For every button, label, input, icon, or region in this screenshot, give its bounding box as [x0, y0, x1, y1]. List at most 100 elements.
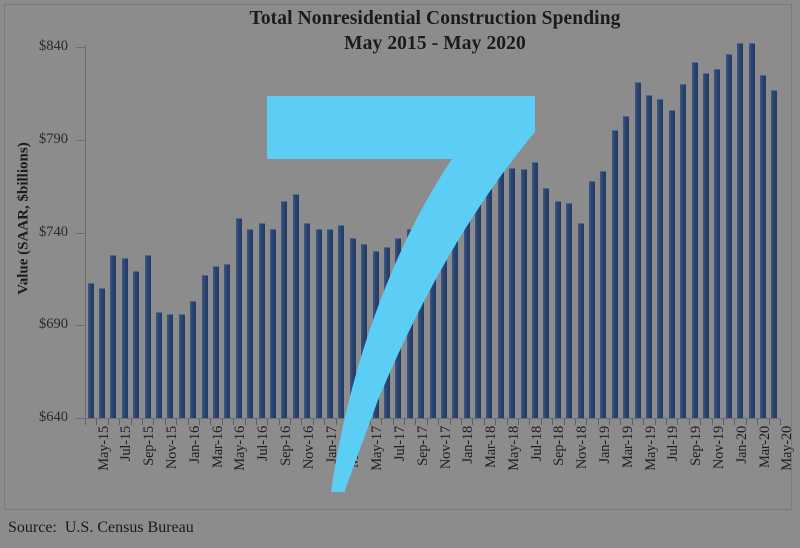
x-axis-tick [244, 419, 246, 425]
x-axis-tick [381, 419, 383, 425]
bar [144, 254, 151, 418]
y-axis-tick [76, 418, 85, 419]
x-axis-tick [654, 419, 656, 425]
x-axis-tick-label: Jan-20 [733, 426, 750, 464]
bar [269, 228, 276, 418]
x-axis-tick [517, 419, 519, 425]
bar [99, 288, 106, 418]
bar [418, 219, 425, 418]
x-axis-tick-label: Sep-16 [277, 426, 294, 466]
y-axis-tick [76, 325, 85, 327]
x-axis-tick [404, 419, 406, 425]
x-axis-tick [563, 419, 565, 425]
x-axis-tick [164, 419, 166, 425]
x-axis-tick [85, 419, 86, 425]
x-axis-tick-label: Jul-18 [528, 426, 545, 462]
x-axis-tick [324, 419, 326, 425]
x-axis-tick-label: Jan-16 [186, 426, 203, 464]
bar [110, 254, 117, 418]
x-axis-tick [255, 419, 257, 425]
x-axis-tick [301, 419, 303, 425]
x-axis-tick [666, 419, 668, 425]
x-axis-tick [278, 419, 280, 425]
bar [702, 72, 709, 418]
y-axis-tick-label: $840 [39, 38, 68, 54]
x-axis-tick [597, 419, 599, 425]
bar [668, 110, 675, 418]
x-axis-tick [290, 419, 292, 425]
x-axis-tick-label: Jul-15 [118, 426, 135, 462]
bar [224, 264, 231, 418]
x-axis-tick [153, 419, 155, 425]
bar [680, 84, 687, 418]
x-axis-tick [460, 419, 462, 425]
bar [577, 223, 584, 418]
x-axis-tick [415, 419, 417, 425]
bar [645, 95, 652, 418]
bar-series [85, 43, 780, 418]
x-axis-tick [107, 419, 109, 425]
bar [600, 171, 607, 418]
y-axis-tick-label: $740 [39, 223, 68, 240]
x-axis-tick [358, 419, 360, 425]
x-axis-tick [176, 419, 178, 425]
x-axis-tick [187, 419, 189, 425]
x-axis-tick [472, 419, 474, 425]
bar [463, 176, 470, 418]
bar [361, 243, 368, 418]
bar [748, 43, 755, 418]
x-axis-tick [677, 419, 679, 425]
chart-title-line-2: May 2015 - May 2020 [344, 33, 526, 55]
bar [372, 251, 379, 418]
bar [771, 89, 778, 418]
chart-title: Total Nonresidential Construction Spendi… [90, 6, 780, 57]
x-axis-tick-label: Nov-15 [164, 426, 181, 470]
x-axis-tick [540, 419, 542, 425]
x-axis-tick-label: Jan-19 [597, 426, 613, 464]
bar [304, 223, 311, 418]
bar [611, 130, 618, 418]
bar [247, 228, 254, 418]
x-axis-tick [96, 419, 98, 425]
bar [520, 169, 527, 418]
x-axis-tick-label: May-19 [642, 426, 659, 471]
bar [440, 199, 447, 418]
bar [486, 173, 493, 418]
bar [201, 275, 208, 418]
bar [156, 312, 163, 418]
bar [326, 228, 333, 418]
chart-title-line-1: Total Nonresidential Construction Spendi… [249, 8, 621, 29]
x-axis-tick [745, 419, 747, 425]
y-axis-tick [76, 139, 85, 141]
x-axis-tick [210, 419, 212, 425]
x-axis-tick-label: Mar-19 [619, 426, 636, 468]
x-axis-tick-label: May-20 [779, 426, 796, 471]
bar [395, 238, 402, 418]
bar [315, 228, 322, 418]
bar [235, 217, 242, 418]
x-axis-tick [768, 419, 770, 425]
source-note: Source: U.S. Census Bureau [8, 519, 194, 536]
x-axis-tick [529, 419, 531, 425]
x-axis-tick [267, 419, 269, 425]
x-axis-tick [141, 419, 143, 425]
bar [657, 98, 664, 418]
bar [725, 54, 732, 418]
x-axis-tick [711, 419, 713, 425]
bar [509, 167, 516, 418]
x-axis-tick-label: Sep-17 [414, 426, 431, 466]
x-axis-tick [574, 419, 576, 425]
x-axis-tick-label: Mar-17 [346, 426, 363, 468]
bar [691, 61, 698, 418]
bar [554, 200, 561, 418]
x-axis-tick [426, 419, 428, 425]
x-axis-tick-label: Sep-19 [688, 426, 705, 466]
x-axis-tick-label: Mar-16 [209, 426, 226, 468]
bar [429, 210, 436, 418]
bar [737, 43, 744, 418]
x-axis-tick-label: May-18 [505, 426, 522, 471]
bar [714, 69, 721, 418]
x-axis-tick [198, 419, 200, 425]
x-axis-tick-label: Sep-15 [141, 426, 158, 466]
y-axis-tick [76, 232, 85, 234]
